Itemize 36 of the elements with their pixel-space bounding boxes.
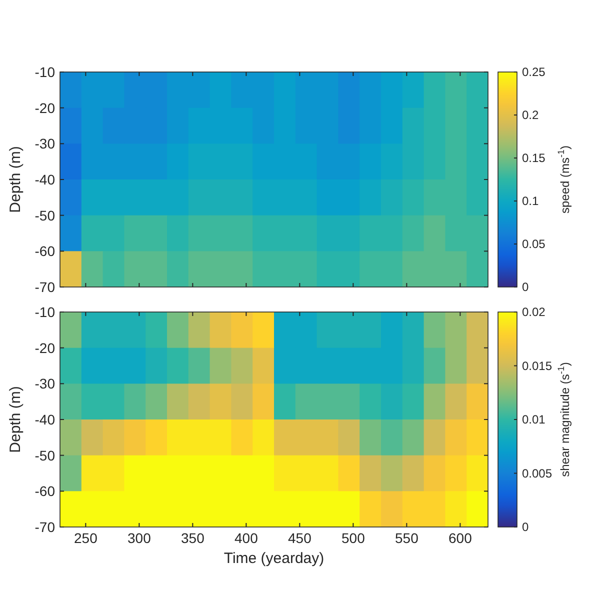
y-tick-label: -10 bbox=[34, 304, 56, 320]
x-axis-title: Time (yearday) bbox=[224, 550, 324, 567]
color-bar-label: 0.01 bbox=[522, 412, 546, 426]
color-bar-label: 0.25 bbox=[522, 65, 546, 79]
y-tick-label: -60 bbox=[34, 483, 56, 500]
x-tick-label: 350 bbox=[181, 530, 205, 546]
color-bar-label: 0.2 bbox=[522, 108, 540, 122]
y-tick-label: -30 bbox=[34, 376, 56, 392]
color-bar-label: 0.05 bbox=[522, 237, 546, 251]
y-tick-label: -50 bbox=[34, 447, 56, 464]
color-bar-label: 0.015 bbox=[522, 358, 552, 373]
color-bar-label: 0.02 bbox=[522, 305, 546, 319]
y-axis-title: Depth (m) bbox=[7, 386, 24, 453]
x-tick-label: 250 bbox=[74, 530, 98, 546]
x-tick-label: 500 bbox=[342, 530, 366, 546]
x-tick-label: 400 bbox=[234, 530, 258, 546]
x-tick-label: 300 bbox=[128, 530, 152, 546]
y-tick-label: -70 bbox=[34, 519, 56, 535]
color-bar-label: 0 bbox=[522, 520, 529, 534]
x-tick-label: 600 bbox=[448, 530, 472, 546]
y-tick-label: -70 bbox=[34, 279, 56, 295]
y-tick-label: -20 bbox=[34, 100, 56, 116]
y-axis-title: Depth (m) bbox=[7, 146, 24, 213]
color-bar-label: 0 bbox=[522, 280, 529, 294]
y-tick-label: -30 bbox=[34, 136, 56, 152]
color-bar-label: 0.005 bbox=[522, 466, 552, 480]
x-tick-label: 550 bbox=[395, 530, 419, 546]
y-tick-label: -40 bbox=[34, 172, 56, 188]
y-tick-label: -10 bbox=[34, 64, 56, 80]
color-bar-label: 0.1 bbox=[522, 194, 540, 208]
y-tick-label: -40 bbox=[34, 412, 56, 428]
y-tick-label: -60 bbox=[34, 243, 56, 260]
y-tick-label: -20 bbox=[34, 340, 56, 356]
y-tick-label: -50 bbox=[34, 207, 56, 224]
color-bar-label: 0.15 bbox=[522, 151, 546, 165]
x-tick-label: 450 bbox=[288, 530, 312, 546]
